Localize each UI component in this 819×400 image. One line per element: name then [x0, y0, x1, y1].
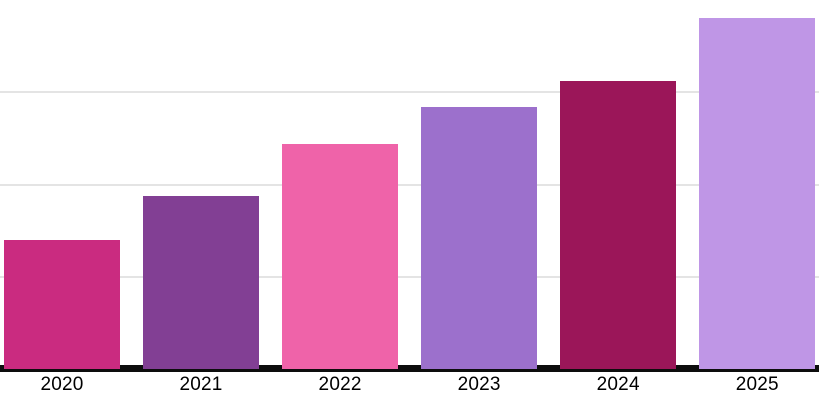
bar-2025: [699, 18, 816, 369]
bar-2023: [421, 107, 538, 369]
bar-2021: [143, 195, 260, 369]
x-tick-label-2021: 2021: [179, 374, 223, 395]
bar-2024: [560, 81, 677, 369]
bar-2022: [282, 143, 399, 369]
x-axis-labels: 2020 2021 2022 2023 2024 2025: [0, 372, 819, 400]
x-tick-label-2022: 2022: [318, 374, 362, 395]
x-tick-label-2025: 2025: [735, 374, 779, 395]
x-axis-line: [0, 365, 819, 372]
plot-area: [0, 18, 819, 372]
gridline-50: [0, 183, 819, 186]
gridline-25: [0, 275, 819, 278]
gridline-75: [0, 91, 819, 94]
x-tick-label-2024: 2024: [596, 374, 640, 395]
bar-2020: [4, 239, 120, 369]
x-tick-label-2023: 2023: [457, 374, 501, 395]
x-tick-label-2020: 2020: [40, 374, 84, 395]
